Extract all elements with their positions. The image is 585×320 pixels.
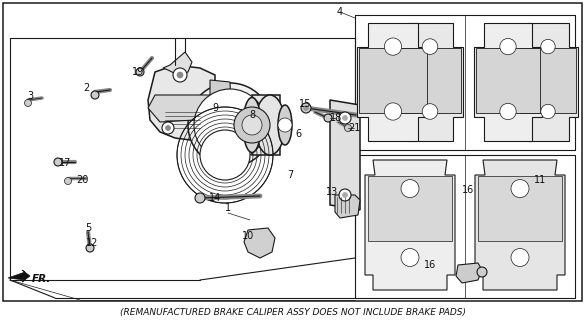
Circle shape (342, 116, 347, 121)
Text: 9: 9 (212, 103, 218, 113)
Text: 15: 15 (299, 99, 311, 109)
Circle shape (194, 89, 266, 161)
Circle shape (511, 180, 529, 197)
Circle shape (500, 103, 516, 120)
Bar (359, 48, 427, 113)
Circle shape (384, 103, 402, 120)
Circle shape (477, 267, 487, 277)
Text: 7: 7 (287, 170, 293, 180)
Circle shape (511, 249, 529, 267)
Circle shape (166, 125, 170, 131)
Polygon shape (148, 65, 215, 140)
Polygon shape (8, 270, 30, 282)
Polygon shape (163, 52, 192, 75)
Circle shape (25, 100, 32, 107)
Text: 19: 19 (132, 67, 144, 77)
Text: 4: 4 (337, 7, 343, 17)
Text: 1: 1 (225, 203, 231, 213)
Circle shape (54, 158, 62, 166)
Circle shape (339, 189, 351, 201)
Polygon shape (474, 23, 542, 141)
Text: 8: 8 (249, 110, 255, 120)
Polygon shape (244, 228, 275, 258)
Bar (400, 48, 460, 113)
Circle shape (195, 193, 205, 203)
Polygon shape (397, 23, 463, 141)
Circle shape (500, 38, 516, 55)
Circle shape (304, 106, 308, 110)
Circle shape (301, 103, 311, 113)
Text: 16: 16 (462, 185, 474, 195)
Circle shape (401, 249, 419, 267)
Circle shape (541, 104, 555, 119)
Circle shape (86, 244, 94, 252)
Text: 10: 10 (242, 231, 254, 241)
Circle shape (136, 68, 144, 76)
Bar (478, 176, 562, 241)
Polygon shape (456, 263, 482, 283)
Text: 21: 21 (348, 123, 360, 133)
Text: 17: 17 (59, 158, 71, 168)
Text: 3: 3 (27, 91, 33, 101)
Circle shape (324, 114, 332, 122)
Text: 11: 11 (534, 175, 546, 185)
Polygon shape (210, 80, 232, 132)
Text: 5: 5 (85, 223, 91, 233)
Circle shape (64, 178, 71, 185)
Circle shape (345, 124, 352, 132)
Polygon shape (365, 160, 455, 290)
Ellipse shape (243, 98, 261, 153)
Polygon shape (357, 23, 429, 141)
Circle shape (173, 68, 187, 82)
Circle shape (162, 122, 174, 134)
Circle shape (91, 91, 99, 99)
Text: 14: 14 (209, 193, 221, 203)
Polygon shape (475, 160, 565, 290)
Text: 18: 18 (330, 113, 342, 123)
Circle shape (278, 118, 292, 132)
Text: 6: 6 (295, 129, 301, 139)
Bar (520, 48, 576, 113)
Circle shape (401, 180, 419, 197)
Polygon shape (330, 100, 360, 210)
Circle shape (541, 39, 555, 54)
Bar (476, 48, 540, 113)
Text: 2: 2 (83, 83, 89, 93)
Circle shape (242, 115, 262, 135)
Circle shape (234, 107, 270, 143)
Circle shape (188, 83, 272, 167)
Circle shape (422, 39, 438, 54)
Circle shape (200, 130, 250, 180)
Text: FR.: FR. (32, 274, 51, 284)
Ellipse shape (255, 95, 285, 155)
Text: 13: 13 (326, 187, 338, 197)
Circle shape (177, 72, 183, 78)
Bar (252, 95, 280, 155)
Bar (368, 176, 452, 241)
Text: (REMANUFACTURED BRAKE CALIPER ASSY DOES NOT INCLUDE BRAKE PADS): (REMANUFACTURED BRAKE CALIPER ASSY DOES … (119, 308, 466, 316)
Text: 16: 16 (424, 260, 436, 270)
Text: 12: 12 (86, 238, 98, 248)
Circle shape (342, 193, 347, 197)
Text: 20: 20 (76, 175, 88, 185)
Ellipse shape (278, 105, 292, 145)
Circle shape (339, 112, 351, 124)
Polygon shape (335, 195, 360, 218)
Circle shape (422, 104, 438, 119)
Circle shape (384, 38, 402, 55)
Polygon shape (148, 95, 215, 122)
Polygon shape (518, 23, 578, 141)
